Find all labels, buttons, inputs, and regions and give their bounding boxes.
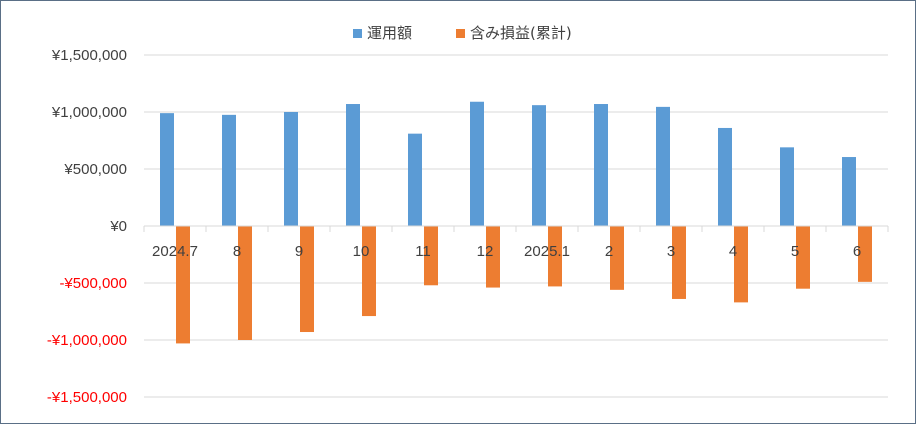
bar-unrealized-pl — [734, 226, 748, 303]
bar-unrealized-pl — [796, 226, 810, 289]
legend-label: 含み損益(累計) — [470, 24, 572, 42]
y-tick-label: -¥1,500,000 — [47, 389, 127, 406]
bar-unrealized-pl — [238, 226, 252, 340]
y-tick-label: -¥500,000 — [59, 275, 127, 292]
x-tick-label: 8 — [233, 243, 241, 260]
bar-investment — [346, 104, 360, 226]
x-tick-label: 6 — [853, 243, 861, 260]
bar-investment — [532, 105, 546, 226]
y-axis: ¥1,500,000 ¥1,000,000 ¥500,000 ¥0 -¥500,000 -… — [47, 47, 127, 406]
x-tick-label: 10 — [353, 243, 370, 260]
x-tick-label: 2024.7 — [152, 243, 198, 260]
x-tick-label: 3 — [667, 243, 675, 260]
x-tick-label: 12 — [477, 243, 494, 260]
bar-investment — [160, 113, 174, 226]
bars — [160, 101, 872, 344]
bar-investment — [656, 106, 670, 226]
bar-investment — [594, 104, 608, 226]
bar-unrealized-pl — [858, 226, 872, 282]
bar-unrealized-pl — [176, 226, 190, 344]
legend-swatch — [353, 29, 362, 38]
bar-investment — [780, 147, 794, 226]
bar-investment — [284, 112, 298, 226]
y-tick-label: ¥1,000,000 — [51, 104, 127, 121]
bar-unrealized-pl — [300, 226, 314, 333]
x-tick-label: 5 — [791, 243, 799, 260]
bar-unrealized-pl — [672, 226, 686, 299]
bar-unrealized-pl — [424, 226, 438, 286]
legend-swatch — [456, 29, 465, 38]
y-tick-label: ¥1,500,000 — [51, 47, 127, 64]
bar-investment — [842, 157, 856, 226]
x-axis: 2024.7 8 9 10 11 12 2025.1 2 3 4 5 6 — [143, 225, 889, 260]
bar-unrealized-pl — [610, 226, 624, 290]
x-tick-label: 9 — [295, 243, 303, 260]
x-tick-label: 2025.1 — [524, 243, 570, 260]
x-tick-label: 11 — [415, 243, 431, 260]
legend: 運用額 含み損益(累計) — [353, 24, 572, 42]
y-tick-label: ¥0 — [109, 218, 127, 235]
bar-unrealized-pl — [362, 226, 376, 317]
bar-investment — [718, 127, 732, 226]
legend-label: 運用額 — [367, 24, 412, 42]
bar-investment — [470, 101, 484, 226]
bar-unrealized-pl — [486, 226, 500, 288]
x-tick-label: 4 — [729, 243, 737, 260]
bar-investment — [222, 114, 236, 226]
y-tick-label: -¥1,000,000 — [47, 332, 127, 349]
bar-investment — [408, 133, 422, 226]
x-tick-label: 2 — [605, 243, 613, 260]
bar-unrealized-pl — [548, 226, 562, 287]
y-tick-label: ¥500,000 — [63, 161, 127, 178]
